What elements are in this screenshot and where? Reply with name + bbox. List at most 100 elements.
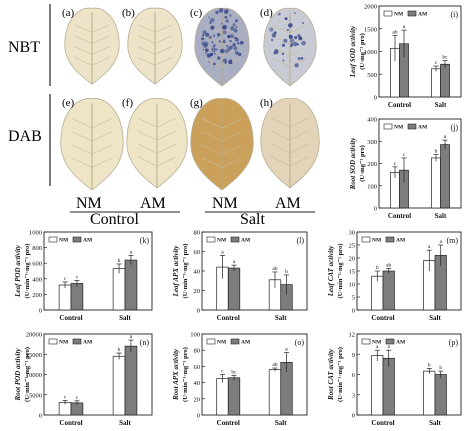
leaf-vein [154,46,173,55]
y-tick-label: 40 [194,269,201,276]
leaf-vein [289,130,309,141]
x-tick-label: Control [371,314,394,322]
stain-spot [301,40,306,46]
significance-letter: a [233,259,236,265]
legend-label-nm: NM [394,125,404,131]
stain-spot [212,44,216,48]
y-tick-label: 0 [39,308,42,315]
y-axis-unit-label: (U·min⁻¹·mg⁻¹ pro) [182,244,189,299]
significance-letter: a [444,134,447,140]
y-tick-label: 0 [352,308,355,315]
bar-nm [431,68,441,98]
stain-spot [271,33,277,38]
col-label-control-am: AM [140,195,166,212]
stain-spot [218,40,222,43]
leaf-vein [273,24,291,34]
leaf-vein [74,35,93,44]
stain-spot [205,48,209,52]
stain-spot [290,43,294,47]
leaf-vein [137,117,158,128]
bar-am [124,259,138,311]
x-tick-label: Salt [119,314,131,322]
legend-label-am: AM [396,238,406,244]
stain-spot [239,40,244,45]
panel-label: (l) [296,236,304,245]
stain-spot [224,15,228,19]
y-tick-label: 600 [32,261,42,268]
bar-am [440,63,450,98]
bar-am [440,144,450,209]
stain-spot [233,28,238,33]
stain-spot [213,34,216,37]
significance-letter: c [76,395,79,401]
y-tick-label: 0 [374,206,377,213]
leaf-staining-panel: NBT DAB (a) (b) (c) (d) (e) (f) (g) (h) … [8,4,320,224]
y-tick-label: 20 [194,396,201,403]
panel-label: (j) [450,123,458,132]
legend-label-am: AM [83,238,93,244]
legend-swatch-nm [206,338,216,345]
stain-spot [222,40,226,44]
chart-leaf-pod: 0 200 400 600 800 1000 Leaf POD activity (U·min… [14,230,153,322]
y-axis-unit-label: (U·min⁻¹·mg⁻¹ pro) [24,347,31,402]
x-tick-label: Salt [119,419,131,427]
leaf-vein [137,35,156,44]
panel-letter-h: (h) [260,97,273,109]
stain-spot [269,27,274,32]
panel-letter-b: (b) [122,7,135,19]
y-tick-label: 0 [374,95,377,102]
stain-spot [284,17,288,21]
leaf-vein [202,144,223,155]
leaf-vein [221,144,242,155]
leaf-vein [202,131,223,142]
significance-letter: c [64,276,67,282]
bar-nm [112,268,126,311]
y-tick-label: 20000 [26,332,42,339]
y-axis-unit-label: (U·mg⁻¹ pro) [359,33,366,70]
panel-letter-g: (g) [190,97,203,109]
stain-spot [294,36,298,40]
chart-root-cat: 0 3 6 9 12 Root CAT activity (U·min⁻¹·mg⁻¹ pro… [327,332,462,427]
y-axis-unit-label: (U·min⁻¹·mg⁻¹ pro) [337,347,344,402]
col-label-salt-nm: NM [212,195,238,212]
chart-leaf-cat: 0 5 10 15 20 25 30 Leaf CAT activity (U·min⁻¹·mg… [327,230,462,322]
x-tick-label: Salt [435,101,447,109]
y-axis-label: Leaf SOD activity [349,25,357,78]
stain-spot [300,56,304,60]
bar-nm [423,370,436,416]
leaf-vein [221,131,242,142]
significance-letter: a [221,249,224,255]
significance-letter: a [387,344,390,350]
y-tick-label: 1000 [364,49,377,56]
stain-spot [208,16,210,19]
leaf-dab-salt-am [260,98,320,189]
stain-spot [219,48,225,54]
x-tick-label: Control [59,314,82,322]
y-tick-label: 1500 [364,26,377,33]
leaf-vein [137,24,156,33]
legend-label-nm: NM [217,340,227,346]
stain-spot [270,38,274,42]
legend-label-am: AM [418,12,428,18]
x-tick-label: Salt [429,314,441,322]
y-tick-label: 0 [352,413,355,420]
significance-letter: a [428,244,431,250]
x-tick-label: Control [217,314,240,322]
panel-letter-f: (f) [122,97,133,109]
stain-spot [274,49,279,54]
y-tick-label: 3 [352,392,355,399]
panel-label: (m) [446,236,458,245]
panel-letter-c: (c) [190,7,203,19]
leaf-nbt-control-nm [64,7,120,85]
panel-label: (k) [140,236,150,245]
y-axis-label: Root CAT activity [327,348,335,401]
stain-spot [208,35,212,39]
stain-spot [211,41,214,44]
stain-spot [232,43,236,47]
significance-letter: a [439,239,442,245]
stain-spot [222,25,227,30]
stain-spot [277,12,281,16]
x-tick-label: Salt [275,419,287,427]
stain-spot [223,9,229,14]
y-tick-label: 20 [194,288,201,295]
